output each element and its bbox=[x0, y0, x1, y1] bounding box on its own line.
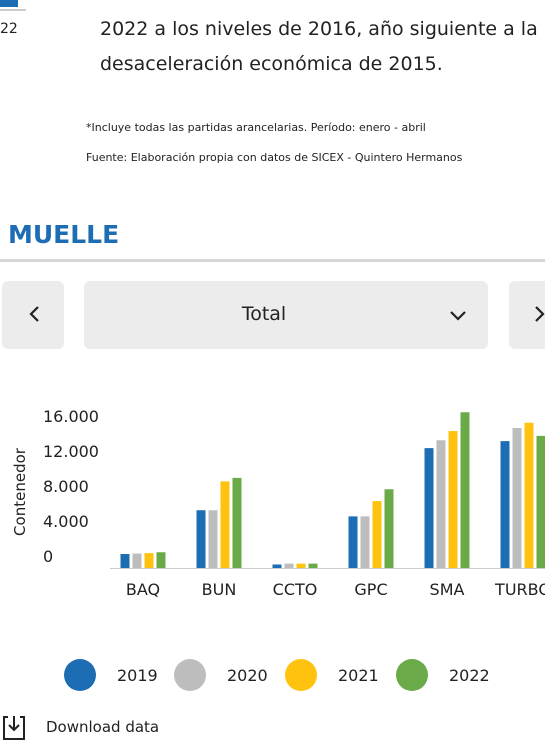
note: *Incluye todas las partidas arancelarias… bbox=[86, 121, 426, 134]
download-arrow bbox=[8, 716, 20, 732]
legend-label: 2021 bbox=[338, 666, 379, 685]
x-tick-label: TURBO bbox=[494, 580, 545, 599]
prev-icon bbox=[29, 306, 39, 322]
bar bbox=[448, 431, 458, 568]
download[interactable]: Download data bbox=[3, 716, 159, 740]
x-tick-label: BUN bbox=[202, 580, 237, 599]
dropdown-label: Total bbox=[241, 303, 286, 325]
bar bbox=[208, 510, 218, 568]
decoration bbox=[0, 0, 18, 7]
legend-label: 2019 bbox=[117, 666, 158, 685]
bar bbox=[424, 448, 434, 568]
y-tick-label: 12.000 bbox=[43, 442, 99, 461]
x-tick-label: BAQ bbox=[126, 580, 160, 599]
y-tick-label: 8.000 bbox=[43, 477, 89, 496]
bar bbox=[360, 516, 370, 568]
paragraph-line: desaceleración económica de 2015. bbox=[100, 53, 443, 75]
legend-swatch bbox=[285, 659, 317, 691]
legend-label: 2020 bbox=[227, 666, 268, 685]
bar bbox=[500, 441, 510, 568]
y-tick-label: 16.000 bbox=[43, 407, 99, 426]
bar bbox=[524, 422, 534, 568]
bar bbox=[460, 412, 470, 568]
download-label: Download data bbox=[46, 718, 159, 736]
bar bbox=[156, 552, 166, 568]
heading: MUELLE bbox=[8, 220, 119, 249]
bar bbox=[372, 501, 382, 568]
next-icon bbox=[535, 306, 545, 322]
bar bbox=[232, 477, 242, 568]
bar bbox=[132, 553, 142, 568]
paragraph-line: 2022 a los niveles de 2016, año siguient… bbox=[100, 18, 538, 40]
bar bbox=[436, 440, 446, 568]
bar bbox=[196, 510, 206, 568]
side-label: 22 bbox=[0, 21, 18, 37]
bar bbox=[120, 554, 130, 568]
y-tick-label: 0 bbox=[43, 547, 53, 566]
dropdown[interactable] bbox=[84, 281, 488, 349]
y-tick-label: 4.000 bbox=[43, 512, 89, 531]
x-tick-label: CCTO bbox=[273, 580, 318, 599]
y-axis-label: Contenedor bbox=[11, 447, 29, 536]
legend-swatch bbox=[174, 659, 206, 691]
next-button[interactable] bbox=[509, 281, 545, 349]
bar bbox=[296, 563, 306, 568]
separator bbox=[0, 259, 545, 262]
bar bbox=[284, 563, 294, 568]
bar bbox=[536, 435, 545, 568]
bar bbox=[512, 428, 522, 568]
legend-label: 2022 bbox=[449, 666, 490, 685]
note: Fuente: Elaboración propia con datos de … bbox=[86, 151, 463, 164]
dropdown-icon bbox=[450, 311, 466, 321]
bar bbox=[272, 564, 282, 568]
bar bbox=[348, 516, 358, 568]
download-icon bbox=[3, 716, 25, 740]
x-tick-label: SMA bbox=[430, 580, 465, 599]
bar bbox=[308, 563, 318, 568]
legend-swatch bbox=[396, 659, 428, 691]
x-tick-label: GPC bbox=[354, 580, 387, 599]
bar bbox=[144, 553, 154, 568]
legend-swatch bbox=[64, 659, 96, 691]
bar bbox=[384, 489, 394, 568]
bar bbox=[220, 481, 230, 568]
